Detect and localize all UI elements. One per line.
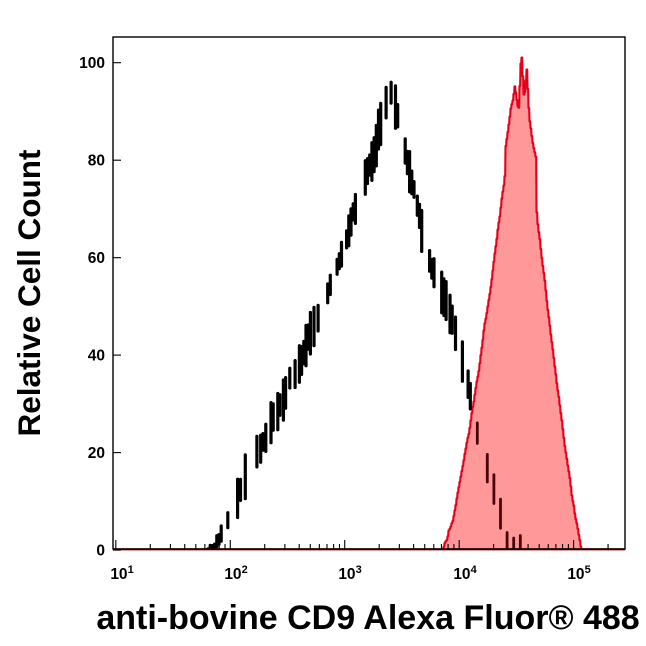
- svg-text:60: 60: [88, 250, 105, 267]
- svg-text:Relative Cell Count: Relative Cell Count: [11, 149, 47, 437]
- svg-text:103: 103: [338, 564, 361, 583]
- svg-text:80: 80: [88, 153, 105, 170]
- svg-text:101: 101: [110, 564, 133, 583]
- svg-text:102: 102: [224, 564, 247, 583]
- svg-text:anti-bovine CD9 Alexa Fluor® 4: anti-bovine CD9 Alexa Fluor® 488: [96, 599, 639, 637]
- svg-text:105: 105: [567, 564, 590, 583]
- svg-text:20: 20: [88, 445, 105, 462]
- svg-text:104: 104: [453, 564, 477, 583]
- svg-text:40: 40: [88, 348, 105, 365]
- svg-text:0: 0: [96, 543, 105, 560]
- svg-text:100: 100: [79, 55, 105, 72]
